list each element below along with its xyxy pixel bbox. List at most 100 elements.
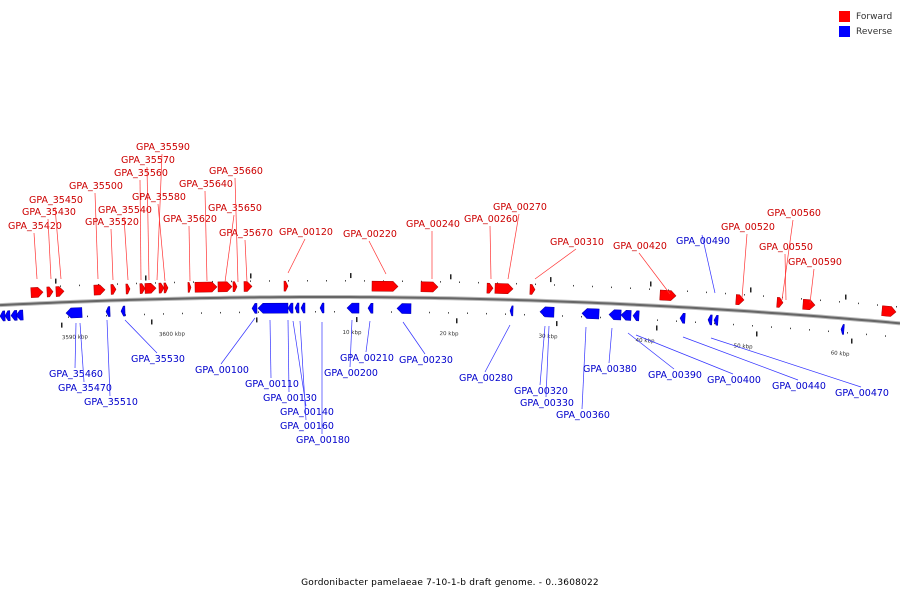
forward-leader-line xyxy=(741,233,748,299)
forward-gene-label: GPA_00590 xyxy=(788,257,842,268)
reverse-gene xyxy=(840,324,845,335)
minor-tick-dot xyxy=(809,329,810,331)
minor-tick-dot xyxy=(657,319,658,321)
minor-tick-dot xyxy=(505,313,506,315)
reverse-gene xyxy=(632,310,640,322)
reverse-gene-label: GPA_00100 xyxy=(195,365,249,376)
forward-gene xyxy=(735,294,745,305)
minor-tick-dot xyxy=(497,282,498,284)
forward-swatch xyxy=(839,11,850,22)
reverse-leader-line xyxy=(545,325,550,398)
minor-tick-dot xyxy=(231,280,232,283)
major-tick-lower xyxy=(61,322,63,328)
reverse-leader-line xyxy=(581,326,587,410)
forward-gene xyxy=(110,284,117,295)
reverse-leader-line xyxy=(79,322,85,383)
major-tick-lower xyxy=(656,325,658,331)
minor-tick-dot xyxy=(136,282,137,285)
reverse-gene-label: GPA_00400 xyxy=(707,375,761,386)
forward-gene xyxy=(144,283,157,294)
major-tick-upper xyxy=(550,277,552,283)
reverse-leader-line xyxy=(106,319,111,397)
reverse-gene-label: GPA_00470 xyxy=(835,388,889,399)
minor-tick-dot xyxy=(771,326,772,328)
major-tick-upper xyxy=(250,273,252,279)
forward-gene xyxy=(139,283,146,294)
forward-gene-label: GPA_35560 xyxy=(114,168,168,179)
minor-tick-dot xyxy=(402,280,403,283)
reverse-leader-line xyxy=(269,319,272,379)
reverse-gene-label: GPA_00210 xyxy=(340,353,394,364)
reverse-gene-label: GPA_00320 xyxy=(514,386,568,397)
reverse-gene xyxy=(15,309,24,321)
forward-gene xyxy=(494,283,514,294)
forward-gene-label: GPA_35450 xyxy=(29,195,83,206)
minor-tick-dot xyxy=(220,311,221,314)
forward-gene xyxy=(486,282,494,294)
legend-reverse-label: Reverse xyxy=(856,26,893,37)
major-tick-upper xyxy=(55,278,57,284)
minor-tick-dot xyxy=(516,282,517,285)
minor-tick-dot xyxy=(790,327,791,330)
minor-tick-dot xyxy=(315,311,316,313)
forward-leader-line xyxy=(507,213,520,280)
forward-gene xyxy=(30,287,44,298)
major-tick-lower xyxy=(356,317,358,323)
reverse-leader-line xyxy=(292,320,307,407)
forward-gene-label: GPA_00310 xyxy=(550,237,604,248)
forward-leader-line xyxy=(781,219,794,301)
minor-tick-dot xyxy=(182,312,183,315)
reverse-leader-line xyxy=(682,336,799,381)
reverse-gene-label: GPA_35530 xyxy=(131,354,185,365)
minor-tick-dot xyxy=(448,312,449,314)
reverse-leader-line xyxy=(299,320,307,421)
reverse-gene-label: GPA_35470 xyxy=(58,383,112,394)
map-caption: Gordonibacter pamelaeae 7-10-1-b draft g… xyxy=(301,578,599,588)
major-tick-lower xyxy=(151,319,153,325)
minor-tick-dot xyxy=(326,280,327,282)
reverse-gene xyxy=(65,307,83,319)
reverse-gene xyxy=(396,303,412,314)
minor-tick-dot xyxy=(885,335,886,337)
reverse-gene-label: GPA_00130 xyxy=(263,393,317,404)
forward-leader-line xyxy=(638,252,671,295)
reverse-gene xyxy=(608,309,622,321)
minor-tick-dot xyxy=(573,284,574,287)
forward-gene-label: GPA_00220 xyxy=(343,229,397,240)
legend-reverse: Reverse xyxy=(839,24,892,39)
forward-gene xyxy=(194,281,218,293)
forward-gene xyxy=(93,284,106,296)
minor-tick-dot xyxy=(600,316,601,319)
reverse-leader-line xyxy=(627,332,675,370)
forward-gene xyxy=(125,283,131,295)
minor-tick-dot xyxy=(345,280,346,282)
minor-tick-dot xyxy=(611,286,612,289)
reverse-gene xyxy=(10,310,18,321)
reverse-gene xyxy=(581,308,600,320)
minor-tick-dot xyxy=(801,298,802,300)
forward-gene xyxy=(283,280,289,292)
major-tick-upper xyxy=(650,281,652,287)
forward-gene xyxy=(232,281,238,292)
reverse-gene xyxy=(367,302,374,314)
minor-tick-dot xyxy=(725,292,726,295)
reverse-leader-line xyxy=(365,320,371,353)
forward-gene-label: GPA_00270 xyxy=(493,202,547,213)
scale-tick-label: 3600 kbp xyxy=(159,331,186,338)
legend: Forward Reverse xyxy=(839,9,892,39)
reverse-leader-line xyxy=(124,319,158,354)
reverse-leader-line xyxy=(287,319,290,393)
forward-gene xyxy=(217,281,233,293)
minor-tick-dot xyxy=(60,285,61,287)
reverse-gene-label: GPA_00490 xyxy=(676,236,730,247)
minor-tick-dot xyxy=(524,313,525,316)
major-tick-upper xyxy=(750,287,752,293)
forward-leader-line xyxy=(534,248,577,280)
forward-gene-label: GPA_35670 xyxy=(219,228,273,239)
reverse-leader-line xyxy=(539,325,546,386)
minor-tick-dot xyxy=(239,311,240,314)
forward-gene-label: GPA_35520 xyxy=(85,217,139,228)
reverse-leader-line xyxy=(635,334,734,375)
legend-forward: Forward xyxy=(839,9,892,24)
minor-tick-dot xyxy=(296,311,297,313)
